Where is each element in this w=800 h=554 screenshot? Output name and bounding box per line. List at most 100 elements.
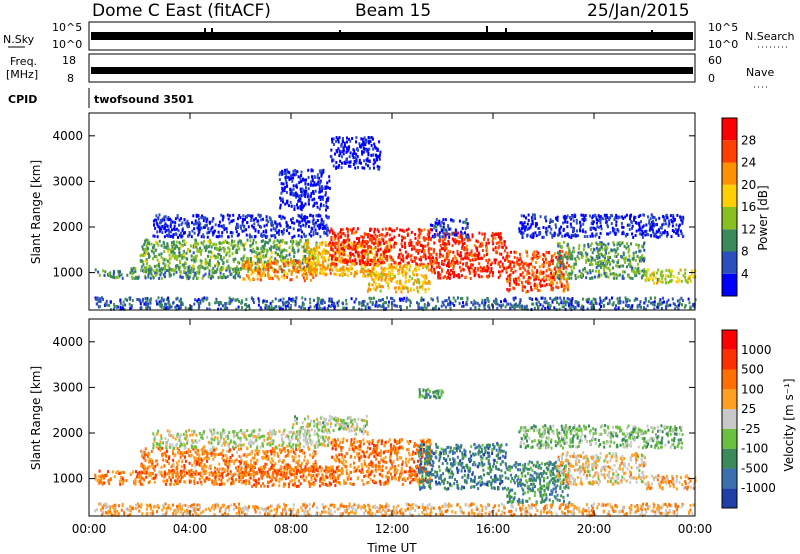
data-cell <box>564 285 567 289</box>
data-cell <box>589 263 592 267</box>
data-cell <box>414 279 417 283</box>
data-cell <box>141 253 144 257</box>
data-cell <box>298 259 301 263</box>
data-cell <box>197 268 200 272</box>
data-cell <box>248 307 251 311</box>
data-cell <box>226 240 228 244</box>
data-cell <box>224 302 227 305</box>
data-cell <box>333 306 336 310</box>
data-cell <box>351 259 354 263</box>
data-cell <box>473 257 475 261</box>
data-cell <box>578 244 581 247</box>
data-cell <box>358 237 361 241</box>
freq-panel: Freq. [MHz] 18 8 60 0 Nave <box>6 53 774 88</box>
data-cell <box>280 268 283 272</box>
data-cell <box>302 302 305 306</box>
data-cell <box>428 256 431 260</box>
data-cell <box>269 276 272 280</box>
data-cell <box>364 305 367 309</box>
data-cell <box>483 235 486 239</box>
data-cell <box>280 182 283 186</box>
data-cell <box>251 250 254 254</box>
data-cell <box>332 243 334 247</box>
nsky-tick-bottom-left: 10^0 <box>52 38 82 51</box>
data-cell <box>367 306 370 310</box>
data-cell <box>488 258 491 262</box>
data-cell <box>153 223 155 227</box>
data-cell <box>640 244 643 248</box>
data-cell <box>434 259 436 262</box>
data-cell <box>170 305 173 309</box>
data-cell <box>419 231 422 235</box>
data-cell <box>671 229 674 232</box>
data-cell <box>410 247 413 251</box>
data-cell <box>327 250 330 254</box>
data-cell <box>570 272 573 276</box>
data-cell <box>386 231 389 235</box>
data-cell <box>390 248 392 252</box>
data-cell <box>160 244 163 248</box>
data-cell <box>556 296 559 300</box>
data-cell <box>427 301 429 305</box>
data-cell <box>636 262 639 266</box>
data-cell <box>387 273 390 277</box>
data-cell <box>545 219 548 223</box>
data-cell <box>645 223 648 227</box>
data-cell <box>174 305 177 309</box>
data-cell <box>558 307 561 311</box>
data-cell <box>322 227 324 230</box>
data-cell <box>355 297 358 301</box>
data-cell <box>303 265 306 269</box>
data-cell <box>99 305 101 308</box>
data-cell <box>618 215 621 219</box>
data-cell <box>144 276 147 280</box>
data-cell <box>425 307 428 311</box>
data-cell <box>568 255 571 259</box>
data-cell <box>621 255 624 259</box>
data-cell <box>613 227 616 231</box>
data-cell <box>536 250 539 254</box>
data-cell <box>529 225 532 229</box>
data-cell <box>589 277 592 280</box>
data-cell <box>595 269 598 273</box>
data-cell <box>531 265 534 269</box>
data-cell <box>667 298 670 302</box>
data-cell <box>442 235 445 239</box>
data-cell <box>591 232 594 236</box>
data-cell <box>402 256 405 260</box>
data-cell <box>184 262 187 266</box>
data-cell <box>614 273 616 277</box>
data-cell <box>672 214 675 217</box>
data-cell <box>615 304 617 308</box>
data-cell <box>246 238 249 242</box>
data-cell <box>342 242 345 246</box>
data-cell <box>290 297 293 301</box>
data-cell <box>329 305 332 308</box>
data-cell <box>261 265 264 269</box>
data-cell <box>639 227 642 231</box>
data-cell <box>658 216 661 220</box>
data-cell <box>583 267 586 270</box>
data-cell <box>691 272 694 276</box>
data-cell <box>445 257 448 261</box>
data-cell <box>157 296 160 300</box>
data-cell <box>252 277 255 281</box>
data-cell <box>373 227 376 231</box>
data-cell <box>160 303 162 307</box>
data-cell <box>234 269 237 273</box>
data-cell <box>659 226 662 230</box>
data-cell <box>651 227 654 231</box>
data-cell <box>500 252 503 256</box>
data-cell <box>591 302 594 306</box>
data-cell <box>345 298 348 302</box>
data-cell <box>494 297 497 301</box>
data-cell <box>160 276 163 280</box>
data-cell <box>497 233 500 237</box>
data-cell <box>167 215 170 219</box>
data-cell <box>559 264 562 268</box>
data-cell <box>607 255 609 259</box>
data-cell <box>506 287 509 291</box>
data-cell <box>384 278 387 282</box>
data-cell <box>585 298 588 302</box>
data-cell <box>432 250 435 254</box>
